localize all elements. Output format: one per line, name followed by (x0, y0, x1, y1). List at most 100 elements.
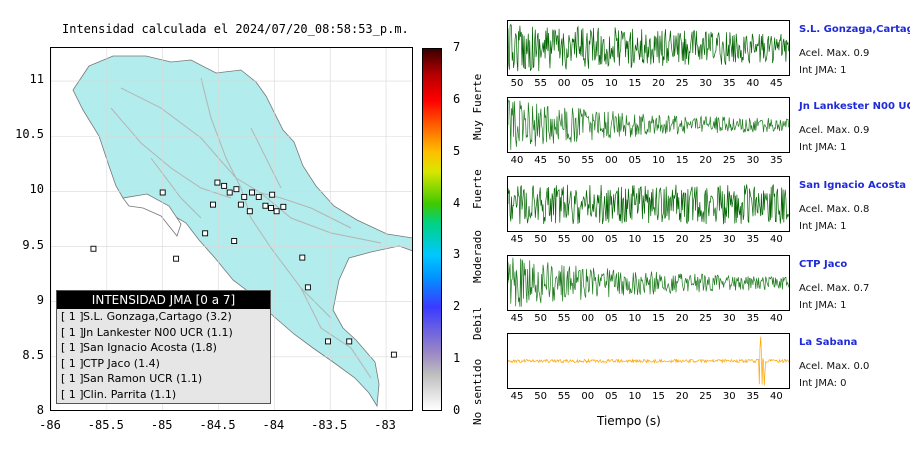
station-marker (280, 203, 287, 210)
legend-intensity-box: [ 1 ] (61, 310, 84, 323)
road (300, 287, 372, 379)
legend-station-label: Jn Lankester N00 UCR (1.1) (83, 325, 233, 339)
colorbar-class-label: Debil (471, 307, 484, 341)
station-marker (299, 254, 306, 261)
x-tick-label: -83.5 (311, 418, 348, 432)
time-tick-label: 20 (675, 313, 689, 324)
legend-station-label: CTP Jaco (1.4) (83, 356, 160, 370)
intensity-legend: INTENSIDAD JMA [0 a 7] [ 1 ]S.L. Gonzaga… (56, 290, 271, 404)
time-tick-label: 45 (510, 234, 524, 245)
station-marker (268, 204, 274, 211)
station-name: S.L. Gonzaga,Cartago (799, 24, 910, 35)
legend-intensity-box: [ 1 ] (61, 325, 84, 339)
waveform-panel (507, 176, 790, 232)
station-marker (325, 338, 331, 345)
time-tick-label: 35 (722, 78, 736, 89)
time-tick-label: 00 (581, 313, 595, 324)
station-marker (202, 230, 209, 237)
waveform-plot (507, 257, 790, 307)
legend-entry: [ 1 ]San Ignacio Acosta (1.8) (57, 340, 270, 356)
legend-station-label: Clin. Parrita (1.1) (83, 387, 177, 401)
station-marker (390, 351, 397, 358)
x-tick-label: -85.5 (87, 418, 124, 432)
legend-station-label: S.L. Gonzaga,Cartago (3.2) (83, 310, 232, 323)
time-tick-label: 55 (557, 391, 571, 402)
map-canvas (51, 48, 412, 410)
time-tick-label: 30 (722, 313, 736, 324)
road (150, 157, 202, 219)
time-tick-label: 10 (628, 234, 642, 245)
waveform-trace (507, 257, 790, 307)
time-tick-label: 20 (675, 234, 689, 245)
waveform-panel (507, 20, 790, 76)
station-marker (237, 201, 244, 208)
y-tick-label: 11 (29, 72, 44, 87)
waveform-panel (507, 97, 790, 153)
station-max-accel: Acel. Max. 0.9 (799, 48, 870, 59)
y-tick-label: 9 (36, 292, 44, 307)
y-tick-label: 9.5 (22, 237, 44, 252)
colorbar-tick-label: 5 (453, 143, 461, 158)
legend-station-label: San Ignacio Acosta (1.8) (83, 341, 217, 354)
time-tick-label: 20 (675, 391, 689, 402)
y-tick-label: 10.5 (15, 127, 44, 142)
colorbar-class-label: Muy Fuerte (471, 73, 484, 141)
time-tick-label: 00 (604, 155, 618, 166)
time-tick-label: 55 (581, 155, 595, 166)
legend-intensity-box: [ 1 ] (61, 387, 84, 401)
colorbar-tick-label: 7 (453, 40, 461, 54)
road (120, 87, 382, 244)
y-tick-label: 8 (36, 403, 44, 417)
map-title: Intensidad calculada el 2024/07/20_08:58… (62, 22, 409, 36)
colorbar-tick-label: 6 (453, 91, 461, 106)
station-name: San Ignacio Acosta (799, 180, 907, 191)
waveform-panel (507, 333, 790, 389)
time-tick-label: 30 (699, 78, 713, 89)
time-tick-label: 10 (628, 313, 642, 324)
time-tick-label: 00 (557, 78, 571, 89)
road (240, 187, 332, 319)
legend-entry: [ 1 ]San Ramon UCR (1.1) (57, 371, 270, 387)
time-tick-label: 05 (604, 234, 618, 245)
time-tick-label: 40 (770, 313, 783, 324)
time-tick-label: 50 (534, 391, 547, 402)
colorbar-class-label: Fuerte (471, 169, 484, 209)
station-max-accel: Acel. Max. 0.7 (799, 283, 870, 294)
y-tick-label: 8.5 (22, 347, 44, 362)
time-tick-label: 20 (652, 78, 665, 89)
time-tick-label: 30 (722, 234, 736, 245)
station-marker (173, 255, 180, 262)
time-tick-label: 40 (510, 155, 524, 166)
waveform-plot (507, 184, 790, 225)
time-tick-label: 15 (628, 78, 642, 89)
station-marker (221, 182, 228, 189)
station-jma-intensity: Int JMA: 1 (799, 221, 847, 232)
station-marker (273, 208, 280, 215)
station-jma-intensity: Int JMA: 1 (799, 300, 847, 311)
station-marker (255, 193, 262, 200)
time-tick-label: 25 (699, 391, 713, 402)
station-max-accel: Acel. Max. 0.8 (799, 204, 870, 215)
station-name: CTP Jaco (799, 259, 848, 270)
colorbar-tick-label: 2 (453, 299, 461, 314)
colorbar-tick-label: 3 (453, 247, 461, 262)
intensity-colorbar (422, 48, 442, 411)
station-jma-intensity: Int JMA: 1 (799, 142, 847, 153)
time-tick-label: 25 (675, 78, 689, 89)
time-tick-label: 30 (746, 155, 760, 166)
legend-entry: [ 1 ]CTP Jaco (1.4) (57, 356, 270, 372)
station-max-accel: Acel. Max. 0.0 (799, 361, 870, 372)
waveform-panel (507, 255, 790, 311)
time-tick-label: 50 (557, 155, 571, 166)
time-tick-label: 25 (699, 313, 713, 324)
colorbar-tick-label: 4 (453, 195, 461, 210)
legend-intensity-box: [ 1 ] (61, 341, 84, 354)
waveform-trace (507, 23, 790, 72)
time-axis-title: Tiempo (s) (597, 414, 661, 428)
x-tick-label: -85 (150, 418, 173, 432)
time-tick-label: 10 (628, 391, 642, 402)
station-marker (231, 238, 238, 244)
time-tick-label: 10 (652, 155, 665, 166)
colorbar-class-label: No sentido (471, 359, 484, 426)
time-tick-label: 15 (652, 391, 665, 402)
